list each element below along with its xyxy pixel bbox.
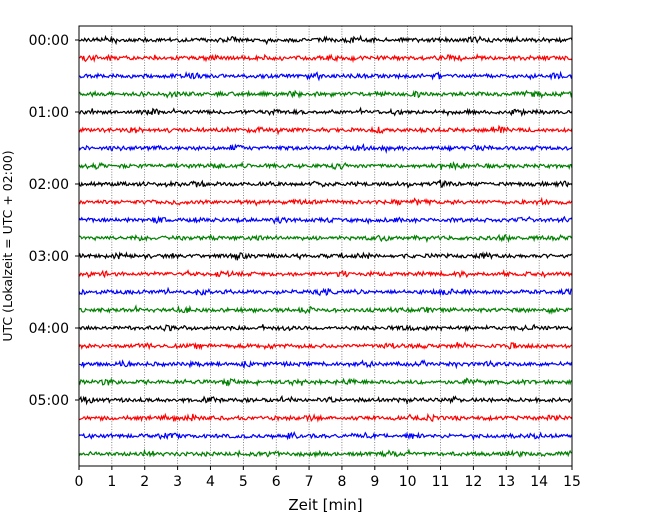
x-tick-label-7: 7 xyxy=(305,474,314,490)
trace-05:45 xyxy=(78,448,573,459)
grid-lines xyxy=(111,26,540,466)
y-tick-label-01:00: 01:00 xyxy=(29,105,69,121)
y-axis-label: UTC (Lokalzeit = UTC + 02:00) xyxy=(0,150,15,341)
x-axis-label: Zeit [min] xyxy=(288,496,362,514)
x-tick-label-1: 1 xyxy=(107,474,116,490)
y-tick-label-03:00: 03:00 xyxy=(29,249,69,265)
trace-00:30 xyxy=(78,70,573,82)
x-tick-label-6: 6 xyxy=(272,474,281,490)
x-axis-ticks: 0 1 2 3 4 5 6 7 8 9 10 11 12 13 14 15 xyxy=(75,466,581,490)
trace-04:45 xyxy=(78,377,573,387)
x-tick-label-3: 3 xyxy=(173,474,182,490)
plot-frame xyxy=(78,25,573,467)
y-tick-label-02:00: 02:00 xyxy=(29,177,69,193)
x-tick-label-2: 2 xyxy=(140,474,149,490)
trace-05:00 xyxy=(78,394,573,406)
y-axis-ticks: 00:00 01:00 02:00 03:00 04:00 05:00 xyxy=(29,33,79,409)
y-tick-label-05:00: 05:00 xyxy=(29,393,69,409)
x-tick-label-12: 12 xyxy=(464,474,482,490)
trace-01:15 xyxy=(78,124,573,136)
trace-02:45 xyxy=(78,233,573,244)
trace-04:30 xyxy=(78,359,573,370)
plot-area-background xyxy=(79,26,572,466)
x-tick-label-13: 13 xyxy=(497,474,515,490)
trace-02:30 xyxy=(78,215,573,225)
trace-02:15 xyxy=(78,196,573,207)
trace-01:45 xyxy=(78,161,573,171)
x-tick-label-14: 14 xyxy=(530,474,548,490)
trace-01:30 xyxy=(78,142,573,154)
trace-03:45 xyxy=(78,304,573,315)
x-tick-label-9: 9 xyxy=(370,474,379,490)
trace-00:00 xyxy=(78,34,573,46)
trace-02:00 xyxy=(78,179,573,189)
x-tick-label-10: 10 xyxy=(399,474,417,490)
trace-01:00 xyxy=(78,106,573,117)
trace-03:00 xyxy=(78,251,573,261)
trace-05:15 xyxy=(78,412,573,423)
x-tick-label-15: 15 xyxy=(563,474,581,490)
trace-04:15 xyxy=(78,341,573,351)
x-tick-label-8: 8 xyxy=(337,474,346,490)
x-tick-label-5: 5 xyxy=(239,474,248,490)
trace-04:00 xyxy=(78,323,573,333)
seismic-traces xyxy=(78,34,573,459)
trace-03:30 xyxy=(78,286,573,297)
x-tick-label-0: 0 xyxy=(75,474,84,490)
y-tick-label-00:00: 00:00 xyxy=(29,33,69,49)
trace-00:15 xyxy=(78,53,573,64)
trace-00:45 xyxy=(78,89,573,99)
x-tick-label-11: 11 xyxy=(432,474,450,490)
y-tick-label-04:00: 04:00 xyxy=(29,321,69,337)
trace-05:30 xyxy=(78,431,573,441)
x-tick-label-4: 4 xyxy=(206,474,215,490)
trace-03:15 xyxy=(78,269,573,279)
